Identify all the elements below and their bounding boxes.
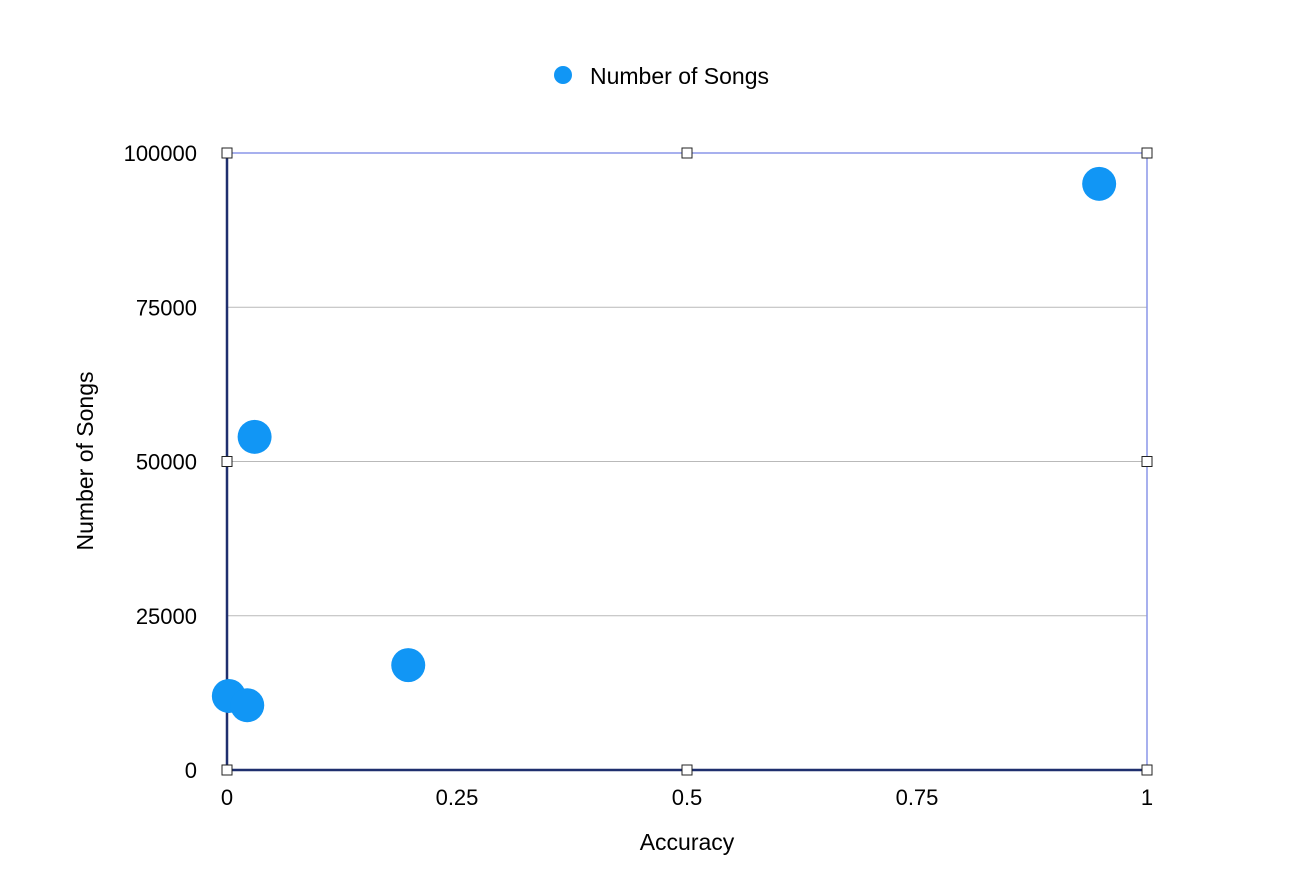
x-axis-title: Accuracy <box>640 829 735 855</box>
data-point <box>391 648 426 683</box>
y-tick-label: 75000 <box>136 295 197 320</box>
y-tick-label: 50000 <box>136 450 197 475</box>
resize-handle[interactable] <box>1141 147 1153 159</box>
legend: Number of Songs <box>554 63 769 89</box>
resize-handle[interactable] <box>221 764 233 776</box>
y-tick-label: 25000 <box>136 604 197 629</box>
x-tick-label: 0.5 <box>672 785 703 810</box>
resize-handle[interactable] <box>221 456 233 467</box>
resize-handle[interactable] <box>1141 764 1153 776</box>
legend-label: Number of Songs <box>590 63 769 89</box>
y-tick-label: 100000 <box>124 141 197 166</box>
gridlines <box>227 306 1147 617</box>
resize-handle[interactable] <box>1141 456 1153 467</box>
resize-handle[interactable] <box>681 764 693 776</box>
x-tick-label: 1 <box>1141 785 1153 810</box>
resize-handle[interactable] <box>221 147 233 159</box>
data-point <box>230 688 265 723</box>
data-points <box>211 166 1117 723</box>
y-tick-labels: 0 25000 50000 75000 100000 <box>124 141 197 783</box>
selection-handles[interactable] <box>221 147 1153 776</box>
resize-handle[interactable] <box>681 147 693 159</box>
x-tick-label: 0.25 <box>436 785 479 810</box>
x-tick-labels: 0 0.25 0.5 0.75 1 <box>221 785 1153 810</box>
legend-marker <box>554 66 572 84</box>
data-point <box>237 419 272 454</box>
y-axis-title: Number of Songs <box>72 372 98 551</box>
x-tick-label: 0 <box>221 785 233 810</box>
data-point <box>1082 166 1117 201</box>
x-tick-label: 0.75 <box>896 785 939 810</box>
y-tick-label: 0 <box>185 758 197 783</box>
